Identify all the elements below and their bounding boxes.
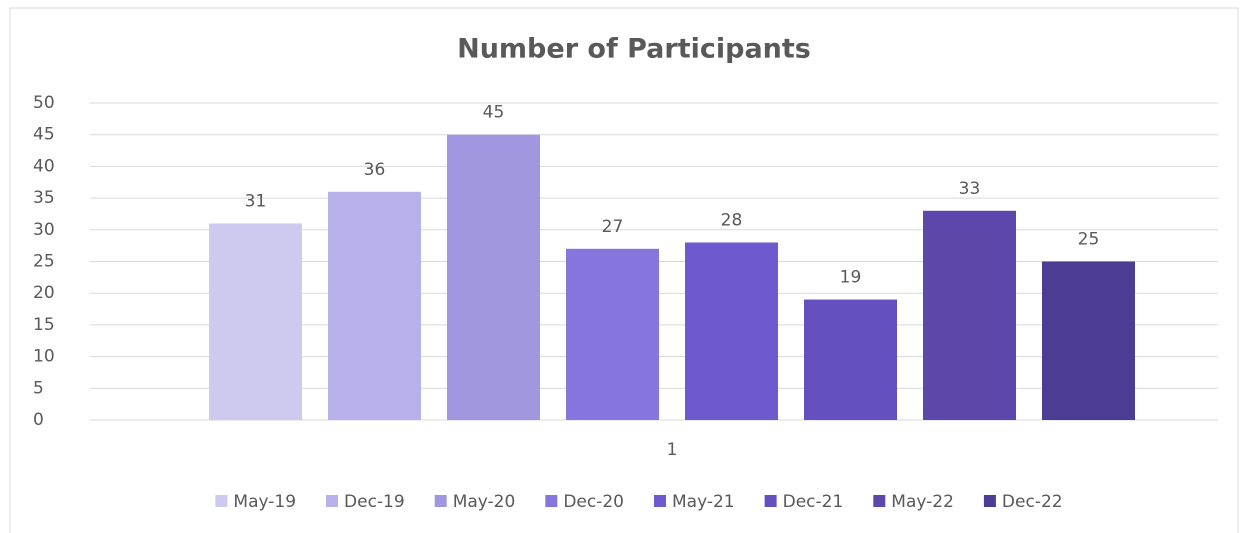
bar <box>923 210 1016 420</box>
y-tick-label: 25 <box>33 252 55 272</box>
legend-swatch <box>215 495 228 507</box>
legend-label: Dec-21 <box>783 492 844 512</box>
legend-swatch <box>873 495 886 507</box>
legend-label: Dec-20 <box>563 492 624 512</box>
legend-swatch <box>983 495 996 507</box>
legend-label: Dec-22 <box>1002 492 1063 512</box>
y-tick-label: 5 <box>33 378 44 398</box>
bar <box>209 223 302 420</box>
legend-label: May-21 <box>672 492 735 512</box>
chart-title: Number of Participants <box>457 34 811 65</box>
y-tick-label: 10 <box>33 347 55 367</box>
y-tick-label: 15 <box>33 315 55 335</box>
legend-label: May-19 <box>233 492 296 512</box>
y-tick-label: 40 <box>33 156 55 176</box>
bar <box>447 134 540 420</box>
data-label: 33 <box>959 179 981 199</box>
bar <box>566 248 659 420</box>
legend-label: May-20 <box>453 492 516 512</box>
x-tick-label: 1 <box>667 440 678 460</box>
data-label: 25 <box>1078 230 1100 250</box>
legend-swatch <box>434 495 447 507</box>
y-tick-label: 30 <box>33 220 55 240</box>
data-label: 31 <box>245 191 267 211</box>
legend-label: Dec-19 <box>344 492 405 512</box>
legend-swatch <box>545 495 558 507</box>
y-tick-label: 20 <box>33 283 55 303</box>
y-tick-label: 35 <box>33 188 55 208</box>
legend-swatch <box>764 495 777 507</box>
y-tick-label: 45 <box>33 125 55 145</box>
bar <box>328 191 421 420</box>
data-label: 28 <box>721 210 743 230</box>
data-label: 19 <box>840 268 862 288</box>
legend-swatch <box>654 495 666 507</box>
y-tick-label: 50 <box>33 93 55 113</box>
y-tick-label: 0 <box>33 410 44 430</box>
data-label: 36 <box>364 160 386 180</box>
bar <box>1042 261 1135 420</box>
bar <box>685 242 778 420</box>
bar <box>804 299 897 420</box>
legend-label: May-22 <box>891 492 954 512</box>
legend-swatch <box>326 495 339 507</box>
data-label: 27 <box>602 217 624 237</box>
data-label: 45 <box>483 103 505 123</box>
